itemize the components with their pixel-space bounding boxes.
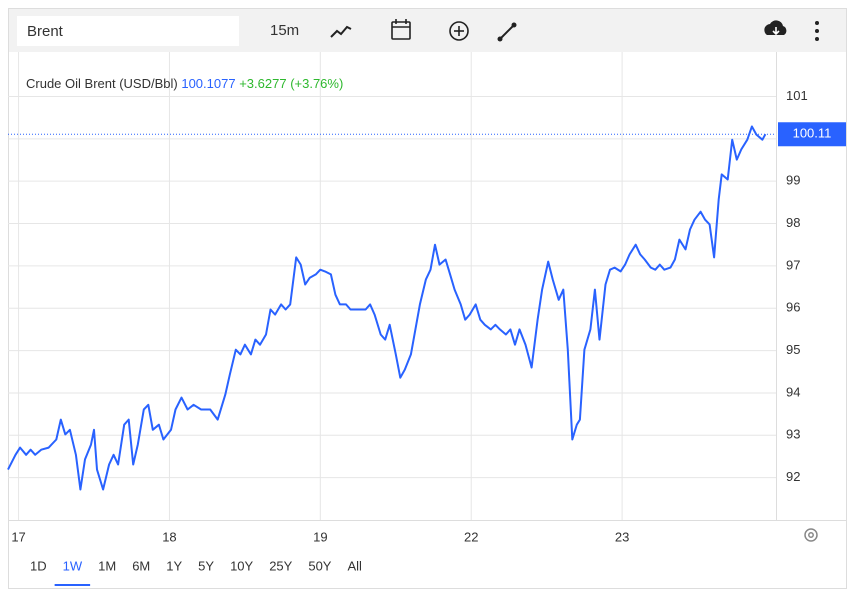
y-tick-label: 99 <box>786 173 800 188</box>
x-tick-label: 23 <box>615 529 629 544</box>
symbol-input[interactable] <box>17 16 239 46</box>
y-tick-label: 92 <box>786 469 800 484</box>
price-line <box>7 125 767 491</box>
interval-button[interactable]: 15m <box>270 22 299 39</box>
price-tag-label: 100.11 <box>793 126 832 141</box>
settings-icon[interactable] <box>804 528 818 542</box>
x-tick-label: 19 <box>313 529 327 544</box>
range-button[interactable]: All <box>347 558 362 573</box>
range-bar: 1D 1W 1M 6M 1Y 5Y 10Y 25Y 50Y All <box>30 558 362 586</box>
range-button[interactable]: 1D <box>30 558 47 573</box>
symbol-text: Brent <box>27 23 64 40</box>
y-tick-label: 93 <box>786 427 800 442</box>
draw-icon[interactable] <box>497 22 517 42</box>
plot <box>7 52 776 520</box>
x-tick-label: 17 <box>11 529 25 544</box>
range-underline <box>54 584 91 586</box>
y-tick-label: 96 <box>786 300 800 315</box>
compare-icon[interactable] <box>449 21 469 41</box>
range-button[interactable]: 1Y <box>166 558 182 573</box>
menu-icon[interactable] <box>815 21 819 41</box>
change: +3.6277 <box>239 76 286 91</box>
calendar-icon[interactable] <box>391 19 411 40</box>
series-name: Crude Oil Brent (USD/Bbl) <box>26 76 178 91</box>
range-button[interactable]: 1W <box>63 558 83 573</box>
range-button[interactable]: 25Y <box>269 558 292 573</box>
y-tick-label: 94 <box>786 384 800 399</box>
range-button[interactable]: 1M <box>98 558 116 573</box>
range-button[interactable]: 6M <box>132 558 150 573</box>
range-button[interactable]: 50Y <box>308 558 331 573</box>
range-button[interactable]: 10Y <box>230 558 253 573</box>
legend: Crude Oil Brent (USD/Bbl) 100.1077 +3.62… <box>26 76 343 91</box>
y-tick-label: 95 <box>786 342 800 357</box>
price-tag <box>778 122 846 147</box>
y-tick-label: 97 <box>786 257 800 272</box>
chart-type-icon[interactable] <box>330 25 352 38</box>
last-price: 100.1077 <box>181 76 235 91</box>
x-tick-label: 22 <box>464 529 478 544</box>
frame <box>8 8 847 589</box>
y-tick-label: 98 <box>786 215 800 230</box>
change-percent: (+3.76%) <box>290 76 343 91</box>
y-tick-label: 101 <box>786 88 808 103</box>
legend-text: Crude Oil Brent (USD/Bbl) 100.1077 +3.62… <box>26 76 343 91</box>
x-tick-label: 18 <box>162 529 176 544</box>
range-button[interactable]: 5Y <box>198 558 214 573</box>
download-icon[interactable] <box>764 20 787 36</box>
